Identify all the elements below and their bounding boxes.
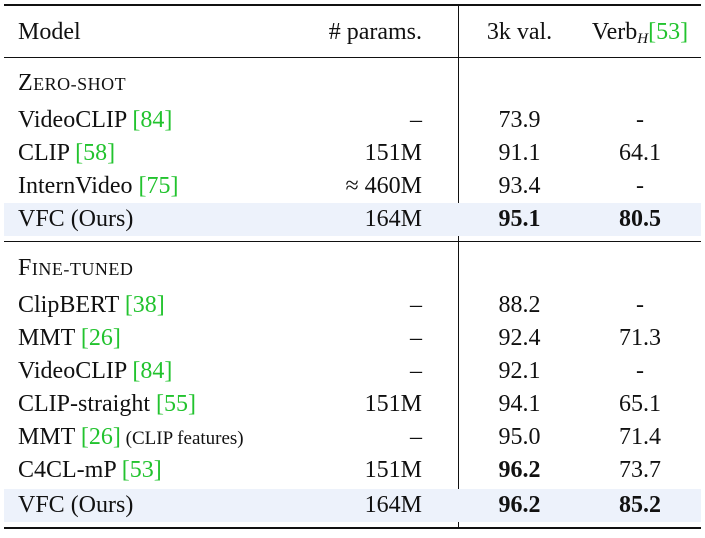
section-title-first-letter: F	[18, 255, 32, 281]
citation: [26]	[80, 325, 121, 351]
verb-score: 80.5	[619, 206, 661, 232]
val-score: 96.2	[498, 457, 541, 483]
citation: [84]	[132, 107, 173, 133]
model-name: CLIP-straight [55]	[18, 391, 196, 417]
val-score: 91.1	[498, 140, 541, 166]
column-separator	[458, 4, 459, 529]
model-note: (CLIP features)	[120, 428, 244, 449]
header-params: # params.	[328, 19, 422, 45]
params-value: 151M	[364, 457, 422, 483]
section-zero-shot: ZERO-SHOT	[4, 67, 701, 100]
val-score: 88.2	[498, 292, 541, 318]
val-score: 96.2	[498, 492, 541, 518]
val-score: 95.1	[498, 206, 541, 232]
header-verb-base: Verb	[591, 19, 638, 45]
table-row: VideoCLIP [84] – 92.1 -	[4, 355, 701, 388]
top-rule	[4, 4, 701, 6]
section-title-first-letter: Z	[18, 70, 34, 96]
params-value: 164M	[364, 492, 422, 518]
params-value: –	[410, 358, 422, 384]
model-name: VFC (Ours)	[18, 492, 134, 518]
citation: [58]	[75, 140, 116, 166]
verb-score: -	[636, 292, 644, 318]
section-fine-tuned: FINE-TUNED	[4, 252, 701, 285]
section-title-rest: ERO-SHOT	[33, 74, 127, 94]
verb-score: 71.4	[619, 424, 661, 450]
table-row: ClipBERT [38] – 88.2 -	[4, 289, 701, 322]
model-name: MMT [26] (CLIP features)	[18, 424, 244, 450]
citation: [53]	[121, 457, 162, 483]
params-value: –	[410, 292, 422, 318]
table-row: VideoCLIP [84] – 73.9 -	[4, 104, 701, 137]
verb-score: 73.7	[619, 457, 661, 483]
table-row: C4CL-mP [53] 151M 96.2 73.7	[4, 454, 701, 487]
model-name: VideoCLIP [84]	[18, 107, 173, 133]
table-row-ours: VFC (Ours) 164M 95.1 80.5	[4, 203, 701, 236]
citation: [84]	[132, 358, 173, 384]
params-value: –	[410, 424, 422, 450]
params-value: 151M	[364, 391, 422, 417]
table-row: MMT [26] – 92.4 71.3	[4, 322, 701, 355]
model-name: InternVideo [75]	[18, 173, 179, 199]
table-row: CLIP-straight [55] 151M 94.1 65.1	[4, 388, 701, 421]
verb-score: -	[636, 358, 644, 384]
table-row-ours: VFC (Ours) 164M 96.2 85.2	[4, 489, 701, 522]
section-rule	[4, 241, 701, 242]
params-value: 151M	[364, 140, 422, 166]
model-name: CLIP [58]	[18, 140, 116, 166]
header-verb-h: VerbH[53]	[579, 16, 701, 49]
section-title-rest: INE-TUNED	[31, 259, 134, 279]
section-title-fine-tuned: FINE-TUNED	[18, 252, 133, 285]
params-value: –	[410, 107, 422, 133]
model-name: VideoCLIP [84]	[18, 358, 173, 384]
header-verb-subscript: H	[637, 31, 649, 47]
val-score: 92.4	[498, 325, 541, 351]
citation: [75]	[138, 173, 179, 199]
section-title-zero-shot: ZERO-SHOT	[18, 67, 126, 100]
verb-score: 71.3	[619, 325, 661, 351]
val-score: 95.0	[498, 424, 541, 450]
header-3k-val: 3k val.	[486, 19, 553, 45]
header-model: Model	[18, 19, 81, 45]
val-score: 93.4	[498, 173, 541, 199]
verb-score: 64.1	[619, 140, 661, 166]
val-score: 73.9	[498, 107, 541, 133]
params-value: ≈ 460M	[345, 173, 422, 199]
verb-score: 85.2	[619, 492, 661, 518]
params-value: –	[410, 325, 422, 351]
header-verb-cite: [53]	[648, 19, 689, 45]
citation: [55]	[156, 391, 196, 417]
header-row: Model # params. 3k val. VerbH[53]	[4, 16, 701, 49]
citation: [26]	[80, 424, 121, 450]
val-score: 92.1	[498, 358, 541, 384]
citation: [38]	[124, 292, 165, 318]
verb-score: -	[636, 173, 644, 199]
model-name: VFC (Ours)	[18, 206, 134, 232]
table-row: InternVideo [75] ≈ 460M 93.4 -	[4, 170, 701, 203]
model-name: C4CL-mP [53]	[18, 457, 162, 483]
table-row: MMT [26] (CLIP features) – 95.0 71.4	[4, 421, 701, 454]
verb-score: -	[636, 107, 644, 133]
model-name: MMT [26]	[18, 325, 121, 351]
verb-score: 65.1	[619, 391, 661, 417]
bottom-rule	[4, 527, 701, 529]
val-score: 94.1	[498, 391, 541, 417]
table-row: CLIP [58] 151M 91.1 64.1	[4, 137, 701, 170]
model-name: ClipBERT [38]	[18, 292, 165, 318]
params-value: 164M	[364, 206, 422, 232]
header-rule	[4, 57, 701, 58]
